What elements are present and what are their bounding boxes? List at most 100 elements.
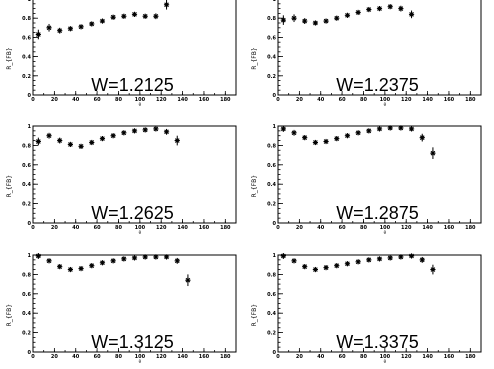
marker-stroke <box>142 13 148 19</box>
data-point <box>131 11 138 17</box>
marker-stroke <box>185 277 191 283</box>
data-point <box>291 129 297 136</box>
data-point <box>291 14 297 23</box>
marker-stroke <box>68 142 73 147</box>
marker-stroke <box>323 139 329 144</box>
chart-panel-3: 0 0.2 0.4 0.6 0.8 1 0 20 40 60 80 100 120 140 160 180 R_… <box>6 124 237 235</box>
data-point <box>142 127 148 133</box>
y-tick-label: 0.4 <box>267 55 276 61</box>
chart-panel-1: 0 0.2 0.4 0.6 0.8 1 0 20 40 60 80 100 120 140 160 180 R_… <box>6 0 237 107</box>
marker-stroke <box>387 4 393 10</box>
x-tick-label: 160 <box>199 97 210 103</box>
marker-stroke <box>291 258 297 264</box>
marker-stroke <box>334 263 340 269</box>
x-tick-label: 40 <box>317 225 324 231</box>
y-tick-label: 0.8 <box>22 272 31 278</box>
y-axis-label: R_{FB} <box>251 47 258 70</box>
marker-stroke <box>46 133 52 139</box>
data-point <box>355 259 361 265</box>
marker-stroke <box>313 140 318 145</box>
x-tick-label: 140 <box>422 354 433 360</box>
marker-stroke <box>345 133 350 139</box>
marker-stroke <box>345 12 350 18</box>
data-point <box>312 139 318 146</box>
marker-stroke <box>132 255 137 261</box>
marker-stroke <box>409 253 414 259</box>
data-point <box>312 266 318 273</box>
y-tick-label: 0.2 <box>267 74 276 80</box>
x-tick-label: 60 <box>94 97 101 103</box>
data-point <box>355 9 361 16</box>
x-tick-label: 40 <box>72 97 79 103</box>
x-tick-label: 60 <box>94 225 101 231</box>
marker-stroke <box>100 18 105 24</box>
x-tick-label: 0 <box>276 354 280 360</box>
x-tick-label: 180 <box>465 225 476 231</box>
marker-stroke <box>281 17 286 23</box>
data-point <box>131 255 138 261</box>
marker-stroke <box>164 254 169 260</box>
chart-panel-6: 0 0.2 0.4 0.6 0.8 1 0 20 40 60 80 100 120 140 160 180 R_… <box>251 253 482 364</box>
marker-stroke <box>355 10 361 15</box>
marker-stroke <box>121 130 127 136</box>
y-tick-label: 1 <box>28 124 32 130</box>
marker-stroke <box>68 267 73 272</box>
marker-stroke <box>377 6 382 11</box>
marker-stroke <box>164 129 169 135</box>
marker-stroke <box>57 138 63 143</box>
marker-stroke <box>36 139 41 144</box>
data-point <box>387 4 393 10</box>
marker-stroke <box>142 127 148 133</box>
marker-stroke <box>398 6 404 11</box>
x-tick-label: 0 <box>31 97 35 103</box>
marker-stroke <box>398 125 404 131</box>
x-axis-label: θ <box>139 230 142 235</box>
marker-stroke <box>387 255 393 261</box>
x-tick-label: 100 <box>135 225 146 231</box>
marker-stroke <box>345 261 350 267</box>
marker-stroke <box>430 267 436 272</box>
data-point <box>174 135 180 146</box>
data-point <box>110 258 116 264</box>
y-tick-label: 0.4 <box>267 182 276 188</box>
y-tick-label: 1 <box>28 0 32 3</box>
data-point <box>366 128 372 134</box>
data-point <box>67 26 73 32</box>
x-tick-label: 160 <box>444 97 455 103</box>
x-tick-label: 20 <box>296 354 303 360</box>
data-point <box>67 266 73 273</box>
marker-stroke <box>78 266 84 271</box>
data-point <box>334 263 340 269</box>
data-point <box>89 139 95 146</box>
marker-stroke <box>57 28 63 34</box>
marker-stroke <box>89 21 95 27</box>
x-tick-label: 120 <box>401 97 412 103</box>
data-point <box>78 265 84 272</box>
marker-stroke <box>110 258 116 264</box>
x-tick-label: 120 <box>401 225 412 231</box>
x-axis-label: θ <box>139 102 142 107</box>
marker-stroke <box>281 253 286 259</box>
marker-stroke <box>334 136 340 141</box>
data-point <box>99 260 106 266</box>
marker-stroke <box>313 267 318 272</box>
data-point <box>46 258 52 264</box>
data-point <box>398 5 404 12</box>
data-point <box>419 256 425 263</box>
marker-stroke <box>366 7 372 12</box>
y-tick-label: 0 <box>28 350 32 356</box>
y-tick-label: 0.4 <box>22 55 31 61</box>
marker-stroke <box>68 26 73 32</box>
x-tick-label: 160 <box>444 225 455 231</box>
y-tick-label: 0.8 <box>267 272 276 278</box>
y-tick-label: 1 <box>273 124 277 130</box>
data-point <box>46 132 52 139</box>
x-tick-label: 80 <box>360 97 367 103</box>
y-tick-label: 0.2 <box>267 331 276 337</box>
x-tick-label: 100 <box>380 354 391 360</box>
marker-stroke <box>110 133 116 139</box>
marker-stroke <box>132 12 137 17</box>
x-tick-label: 60 <box>339 225 346 231</box>
data-point <box>280 253 286 259</box>
